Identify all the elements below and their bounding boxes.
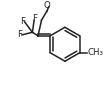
Text: O: O bbox=[43, 1, 50, 10]
Text: F: F bbox=[20, 17, 25, 26]
Text: F: F bbox=[32, 14, 37, 23]
Text: F: F bbox=[17, 30, 22, 39]
Text: CH₃: CH₃ bbox=[87, 48, 104, 57]
